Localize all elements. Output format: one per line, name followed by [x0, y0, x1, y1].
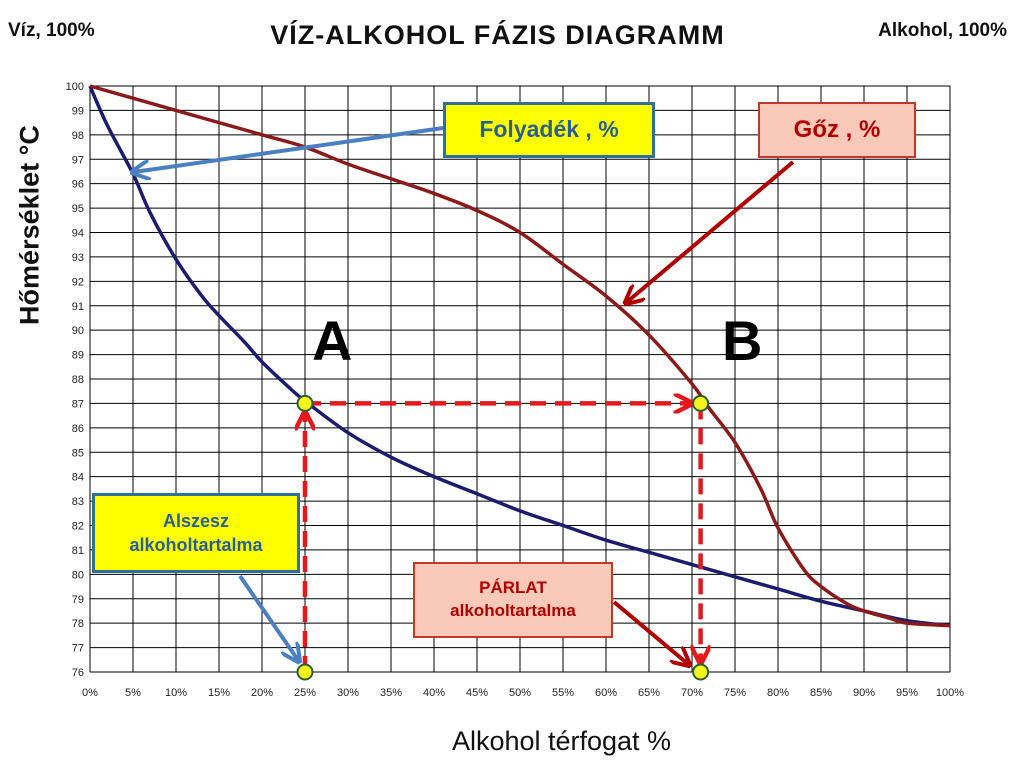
x-tick-label: 25%	[294, 687, 316, 699]
x-tick-label: 20%	[251, 687, 273, 699]
y-tick-label: 92	[72, 276, 84, 288]
y-tick-label: 88	[72, 374, 84, 386]
y-tick-label: 100	[66, 81, 84, 93]
x-tick-label: 10%	[165, 687, 187, 699]
x-tick-label: 100%	[936, 687, 964, 699]
vapor-annotation-box: Gőz , %	[758, 102, 916, 158]
chart-title: VÍZ-ALKOHOL FÁZIS DIAGRAMM	[0, 20, 1023, 51]
x-axis-label: Alkohol térfogat %	[0, 726, 1023, 757]
mash-annotation-line2: alkoholtartalma	[129, 535, 263, 555]
liquid-annotation-text: Folyadék , %	[479, 116, 619, 143]
x-tick-label: 85%	[810, 687, 832, 699]
callout-arrows	[134, 126, 795, 664]
curves	[88, 84, 951, 628]
liquid-annotation-box: Folyadék , %	[443, 102, 655, 158]
y-tick-label: 86	[72, 423, 84, 435]
vapor-curve	[89, 84, 951, 628]
y-tick-label: 97	[72, 154, 84, 166]
y-tick-label: 76	[72, 667, 84, 679]
x-tick-label: 45%	[466, 687, 488, 699]
x-tick-label: 50%	[509, 687, 531, 699]
y-tick-label: 77	[72, 643, 84, 655]
grid	[89, 85, 951, 673]
vapor-callout-arrow	[627, 160, 795, 302]
corner-label-water: Víz, 100%	[8, 20, 95, 41]
x-tick-label: 15%	[208, 687, 230, 699]
x-axis-label-text: Alkohol térfogat %	[451, 726, 672, 756]
y-tick-label: 96	[72, 179, 84, 191]
axis-ticks: 0% 5% 10% 15% 20% 25% 30% 35% 40% 45% 50% 55% 60% 65%…	[66, 81, 965, 699]
y-tick-label: 99	[72, 105, 84, 117]
y-tick-label: 98	[72, 130, 84, 142]
x-tick-label: 80%	[767, 687, 789, 699]
y-tick-label: 83	[72, 496, 84, 508]
distillate-annotation-box: PÁRLAT alkoholtartalma	[413, 562, 613, 638]
y-tick-label: 84	[72, 472, 84, 484]
point-marker	[296, 663, 314, 681]
y-tick-label: 82	[72, 521, 84, 533]
x-tick-label: 0%	[82, 687, 98, 699]
y-tick-label: 95	[72, 203, 84, 215]
y-tick-label: 85	[72, 447, 84, 459]
mash-annotation-box: Alszesz alkoholtartalma	[92, 493, 300, 573]
x-tick-label: 60%	[595, 687, 617, 699]
y-tick-label: 91	[72, 301, 84, 313]
x-tick-label: 70%	[681, 687, 703, 699]
vapor-annotation-text: Gőz , %	[793, 115, 881, 143]
point-marker	[296, 394, 314, 412]
y-tick-label: 87	[72, 398, 84, 410]
y-tick-label: 89	[72, 350, 84, 362]
y-tick-label: 94	[72, 228, 84, 240]
point-marker	[692, 663, 710, 681]
x-tick-label: 65%	[638, 687, 660, 699]
dashed-guides	[305, 403, 701, 672]
x-tick-label: 75%	[724, 687, 746, 699]
distillate-callout-arrow	[612, 600, 688, 664]
point-b-label: B	[722, 309, 763, 372]
x-tick-label: 40%	[423, 687, 445, 699]
y-tick-label: 80	[72, 569, 84, 581]
y-tick-label: 93	[72, 252, 84, 264]
distillate-annotation-line1: PÁRLAT	[479, 578, 547, 598]
y-tick-label: 90	[72, 325, 84, 337]
x-tick-label: 35%	[380, 687, 402, 699]
distillate-annotation-line2: alkoholtartalma	[450, 601, 576, 620]
x-tick-label: 5%	[125, 687, 141, 699]
corner-label-alcohol: Alkohol, 100%	[878, 20, 1007, 41]
point-a-label: A	[312, 309, 353, 372]
y-tick-label: 81	[72, 545, 84, 557]
chart-title-text: VÍZ-ALKOHOL FÁZIS DIAGRAMM	[270, 20, 725, 50]
x-tick-label: 30%	[337, 687, 359, 699]
mash-annotation-line1: Alszesz	[162, 510, 230, 531]
x-tick-label: 55%	[552, 687, 574, 699]
x-tick-label: 95%	[896, 687, 918, 699]
point-marker	[692, 394, 710, 412]
x-tick-label: 90%	[853, 687, 875, 699]
y-tick-label: 78	[72, 618, 84, 630]
point-markers	[296, 394, 710, 681]
liquid-callout-arrow	[134, 126, 444, 172]
y-tick-label: 79	[72, 594, 84, 606]
liquid-curve	[88, 85, 951, 628]
mash-callout-arrow	[238, 574, 298, 660]
